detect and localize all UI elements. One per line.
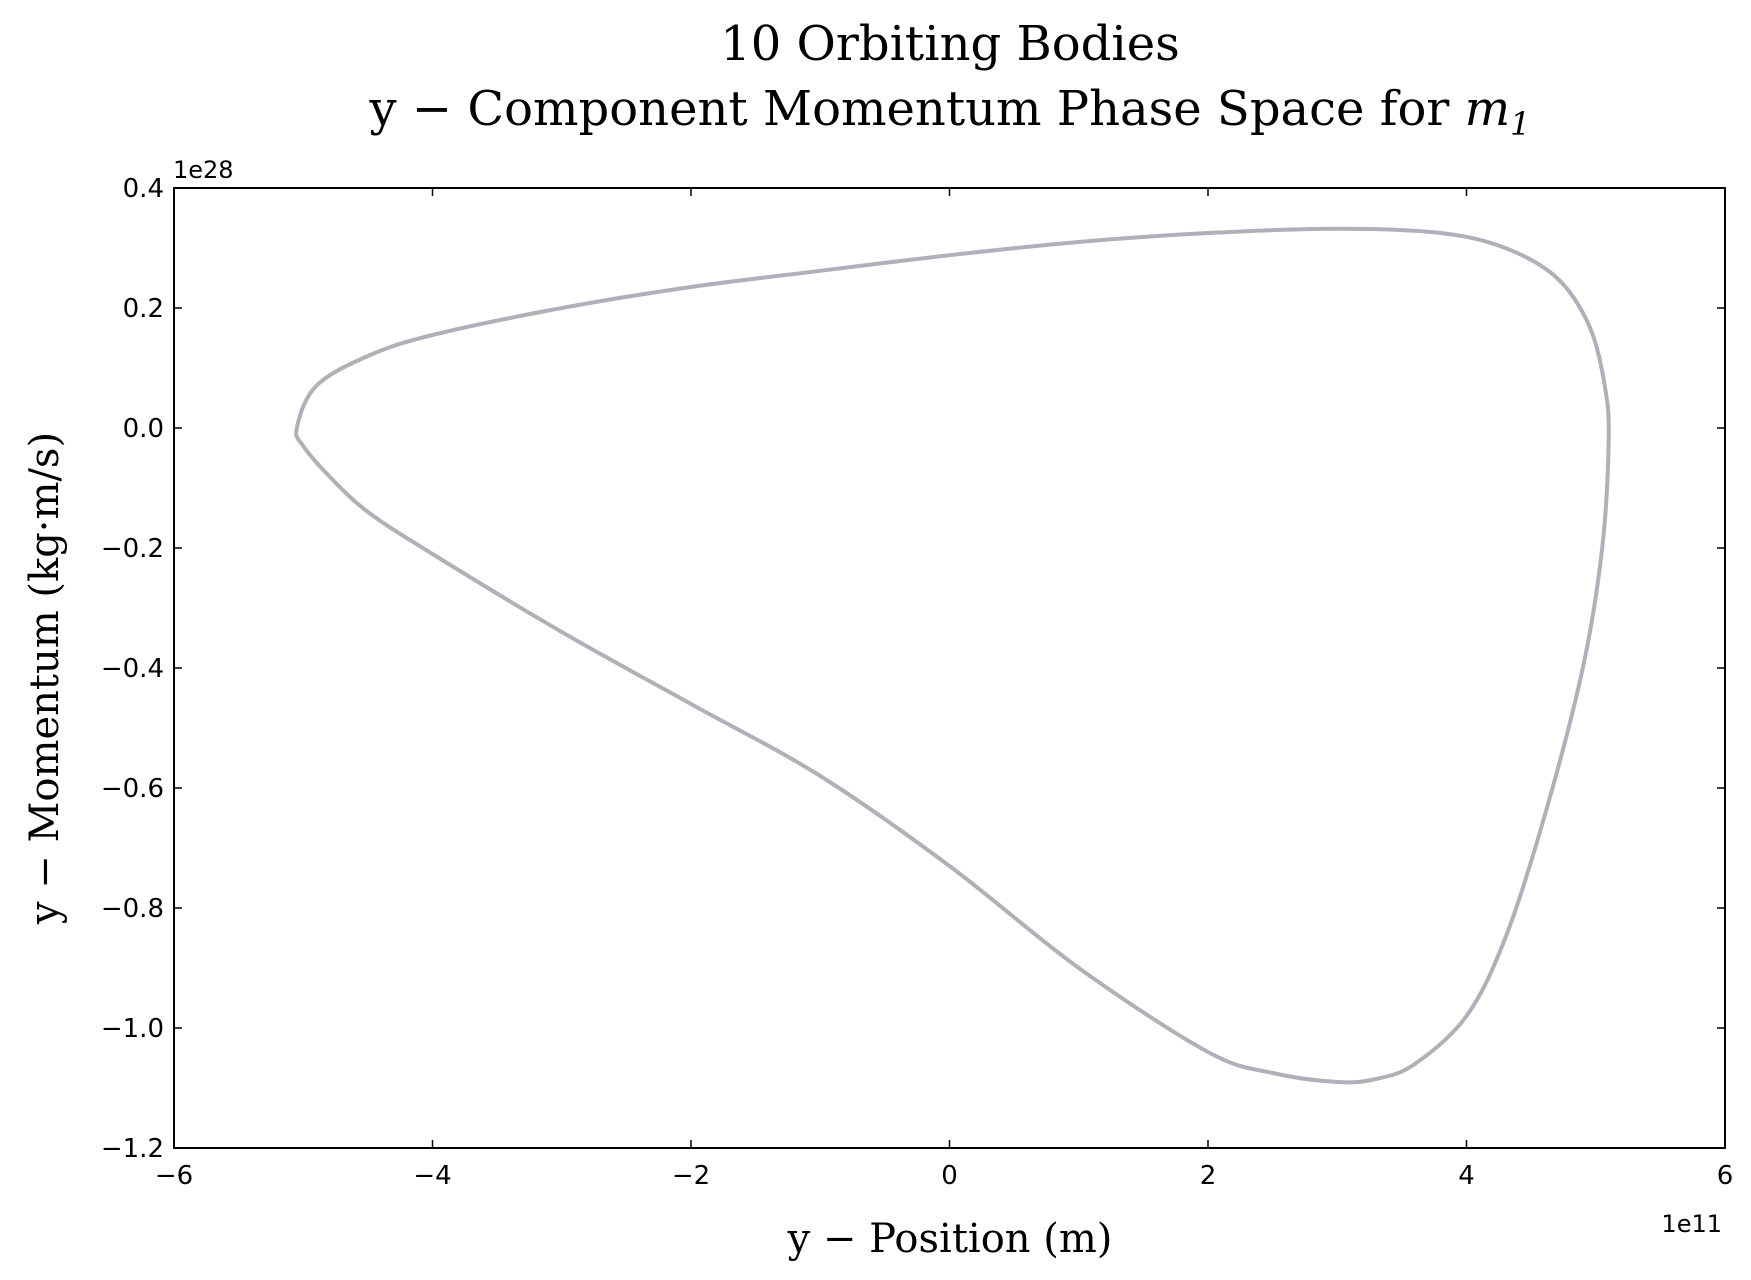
y-tick-label: −1.2 [101, 1134, 164, 1164]
x-tick-label: 0 [941, 1161, 958, 1191]
chart-title-line2-prefix: y − Component Momentum Phase Space for [369, 81, 1465, 137]
chart-title-line1: 10 Orbiting Bodies [720, 16, 1180, 72]
plot-area [173, 187, 1726, 1149]
x-tick-label: −2 [672, 1161, 710, 1191]
y-tick-label: −1.0 [101, 1014, 164, 1044]
y-tick-label: 0.0 [123, 414, 164, 444]
chart-title-line2-sub: 1 [1510, 105, 1530, 143]
y-tick-label: 0.2 [123, 294, 164, 324]
y-tick-label: −0.4 [101, 654, 164, 684]
x-tick-label: 4 [1458, 1161, 1475, 1191]
series-layer [294, 226, 1611, 1085]
y-tick-label: −0.8 [101, 894, 164, 924]
x-tick-label: 2 [1200, 1161, 1217, 1191]
chart-title-line2: y − Component Momentum Phase Space for m… [369, 81, 1531, 143]
plot-border [173, 187, 1726, 1149]
y-tick-label: −0.6 [101, 774, 164, 804]
x-offset-label: 1e11 [1661, 1210, 1722, 1238]
x-axis-ticks: −6 −4 −2 0 2 4 6 [155, 188, 1733, 1191]
x-axis-label: y − Position (m) [787, 1216, 1113, 1262]
y-axis-ticks: −1.2 −1.0 −0.8 −0.6 −0.4 −0.2 0.0 0.2 0.4 [101, 174, 1725, 1164]
y-offset-label: 1e28 [173, 156, 234, 184]
x-tick-label: −4 [413, 1161, 451, 1191]
phase-space-line [294, 226, 1611, 1085]
y-axis-label: y − Momentum (kg·m/s) [22, 432, 68, 925]
chart-title-line2-var: m [1465, 81, 1511, 137]
x-tick-label: 6 [1717, 1161, 1734, 1191]
y-tick-label: −0.2 [101, 534, 164, 564]
x-tick-label: −6 [155, 1161, 193, 1191]
y-tick-label: 0.4 [123, 174, 164, 204]
